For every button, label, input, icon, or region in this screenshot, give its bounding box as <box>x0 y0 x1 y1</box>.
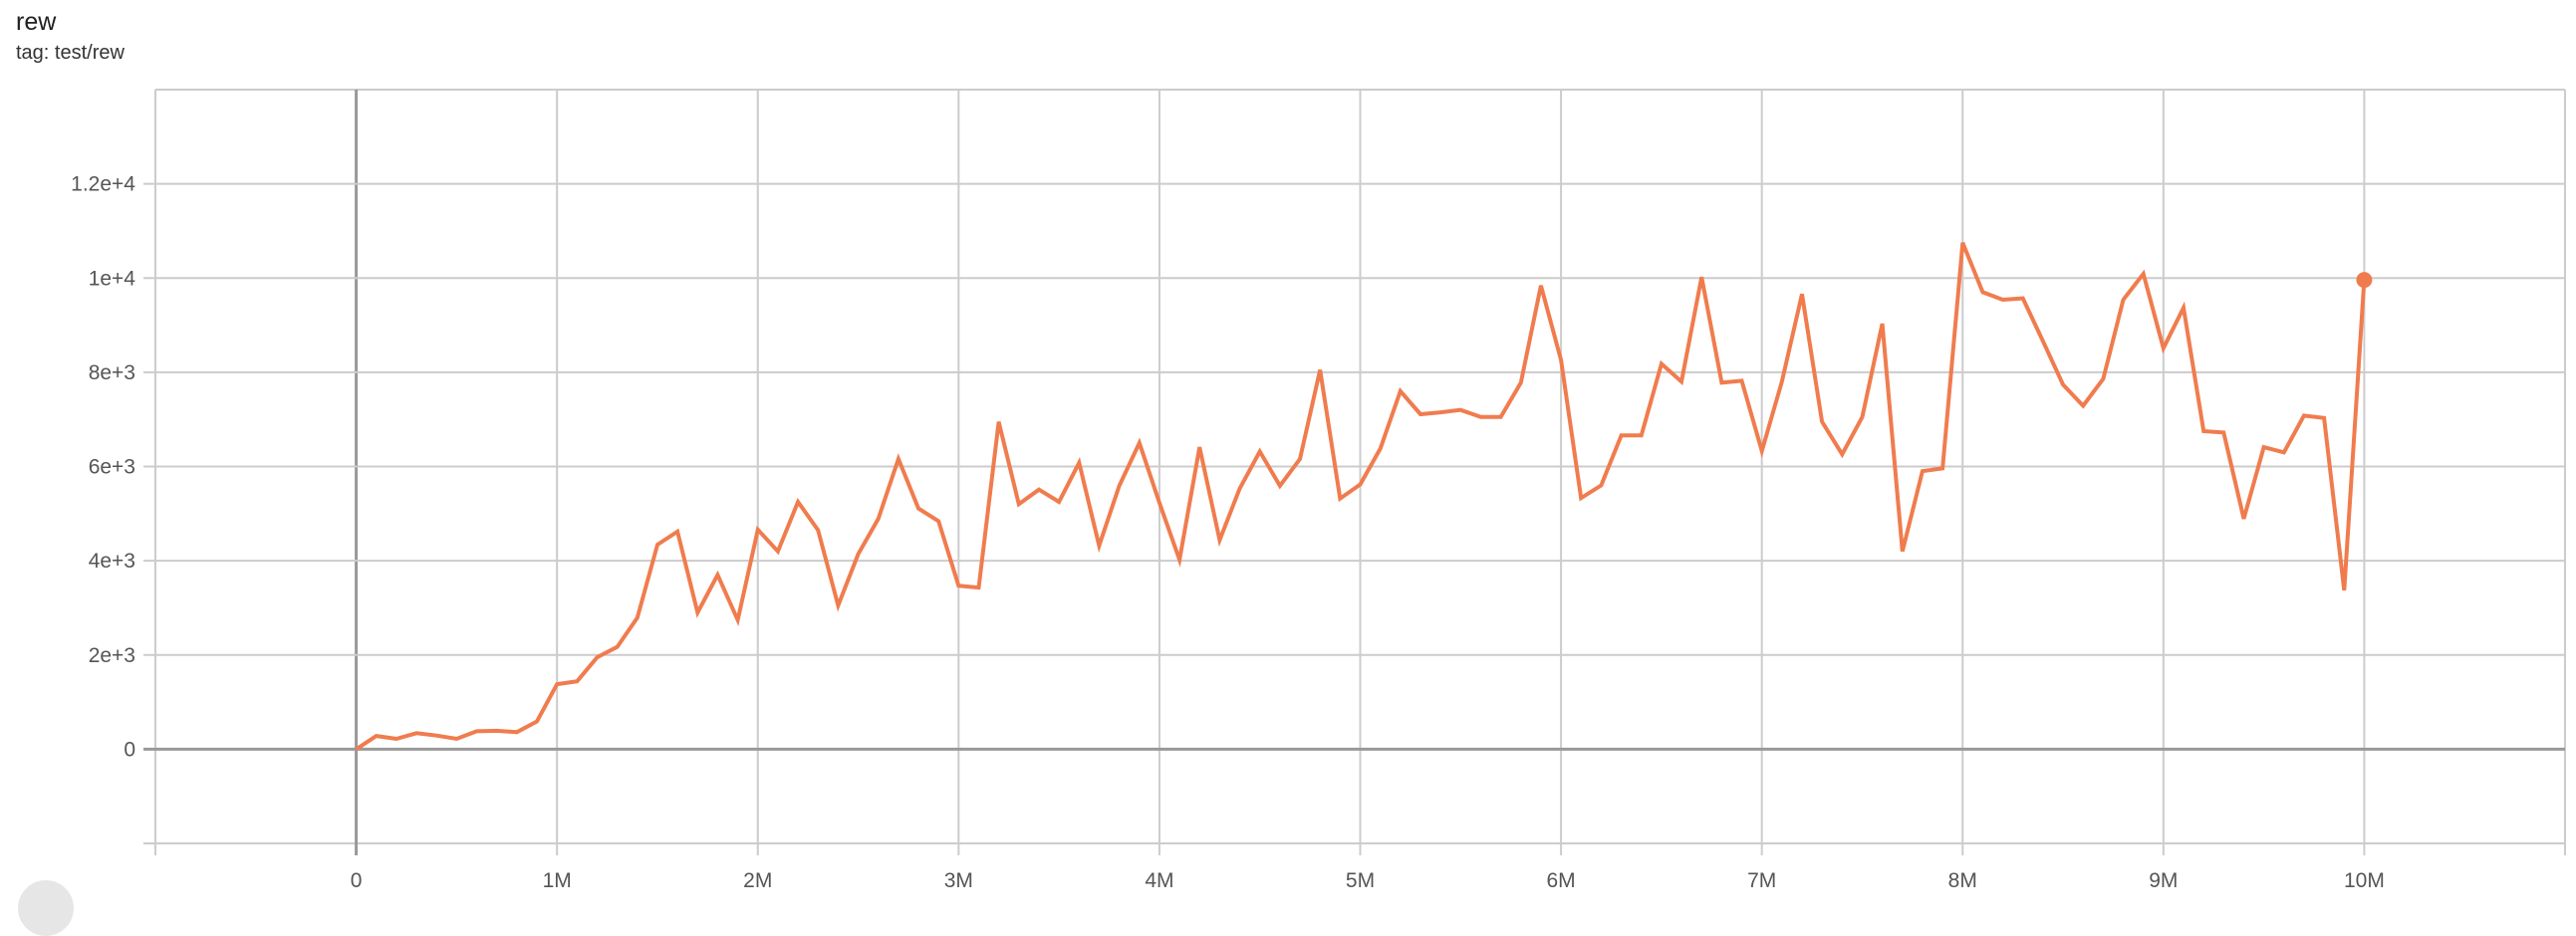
y-tick-label: 6e+3 <box>89 456 135 479</box>
last-point-marker <box>2356 272 2373 289</box>
chart-title: rew <box>16 8 57 36</box>
x-tick-label: 5M <box>1346 869 1375 892</box>
x-tick-label: 0 <box>351 869 363 892</box>
x-tick-label: 3M <box>944 869 973 892</box>
x-tick-label: 2M <box>743 869 772 892</box>
x-tick-label: 4M <box>1145 869 1173 892</box>
line-chart[interactable]: 0 1M 2M 3M 4M 5M 6M 7M 8M 9M 10M 0 2e+3 4e+3 6e+3 8e+3 1… <box>0 0 2576 894</box>
chart-subtitle: tag: test/rew <box>16 42 125 64</box>
y-tick-label: 8e+3 <box>89 361 135 384</box>
y-tick-label: 1.2e+4 <box>71 173 135 196</box>
grid <box>143 89 2566 855</box>
series-line <box>355 242 2367 752</box>
y-tick-label: 2e+3 <box>89 644 135 667</box>
fab-button[interactable] <box>18 880 74 936</box>
x-tick-label: 10M <box>2344 869 2385 892</box>
x-tick-label: 8M <box>1948 869 1977 892</box>
axis-ticks: 0 1M 2M 3M 4M 5M 6M 7M 8M 9M 10M 0 2e+3 4e+3 6e+3 8e+3 1… <box>71 173 2385 892</box>
x-tick-label: 1M <box>543 869 572 892</box>
y-tick-label: 4e+3 <box>89 550 135 573</box>
y-tick-label: 0 <box>124 738 135 761</box>
y-tick-label: 1e+4 <box>89 267 136 290</box>
series <box>355 242 2373 752</box>
x-tick-label: 7M <box>1747 869 1776 892</box>
x-tick-label: 9M <box>2149 869 2178 892</box>
x-tick-label: 6M <box>1546 869 1575 892</box>
